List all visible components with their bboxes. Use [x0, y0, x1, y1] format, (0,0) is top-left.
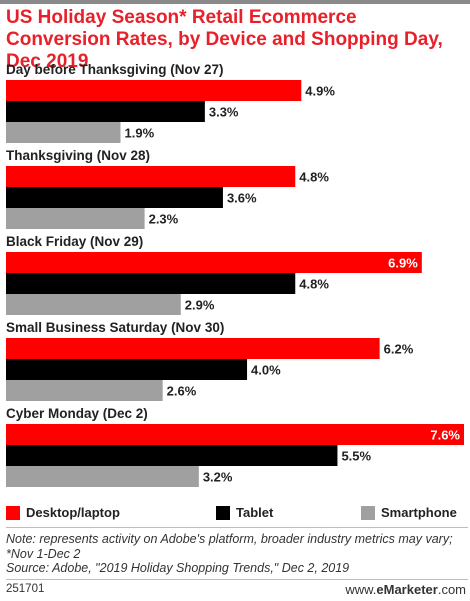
- bar-desktop-laptop: [6, 252, 422, 273]
- bar-smartphone: [6, 208, 145, 229]
- bar-desktop-laptop: [6, 338, 380, 359]
- category-label: Cyber Monday (Dec 2): [6, 406, 148, 421]
- value-label-smartphone: 2.3%: [149, 212, 179, 227]
- bar-tablet: [6, 359, 248, 380]
- bar-smartphone: [6, 122, 121, 143]
- footnote: Note: represents activity on Adobe's pla…: [6, 532, 453, 561]
- legend-swatch-tablet: [216, 505, 230, 520]
- bar-desktop-laptop: [6, 166, 296, 187]
- brand-name: eMarketer: [376, 582, 438, 597]
- legend-label-tablet: Tablet: [236, 505, 274, 520]
- value-label-desktop-laptop: 4.8%: [299, 170, 329, 185]
- bar-tablet: [6, 187, 223, 208]
- value-label-tablet: 4.0%: [251, 363, 281, 378]
- category-label: Day before Thanksgiving (Nov 27): [6, 62, 224, 77]
- legend-item-tablet: Tablet: [216, 505, 273, 520]
- legend: Desktop/laptop Tablet Smartphone: [6, 505, 466, 523]
- legend-label-smartphone: Smartphone: [381, 505, 457, 520]
- value-label-desktop-laptop: 6.9%: [388, 256, 418, 271]
- divider: [6, 527, 468, 528]
- value-label-desktop-laptop: 7.6%: [430, 428, 460, 443]
- value-label-tablet: 5.5%: [341, 449, 371, 464]
- footer: 251701 www.eMarketer.com: [6, 582, 466, 597]
- bar-smartphone: [6, 466, 199, 487]
- bar-chart: Day before Thanksgiving (Nov 27) 4.9% 3.3%…: [6, 62, 464, 487]
- brand-prefix: www.: [345, 582, 377, 597]
- value-label-desktop-laptop: 4.9%: [305, 84, 335, 99]
- top-rule: [0, 0, 470, 4]
- value-label-smartphone: 2.6%: [167, 384, 197, 399]
- notes: Note: represents activity on Adobe's pla…: [6, 532, 461, 576]
- chart-id: 251701: [6, 583, 45, 595]
- legend-swatch-desktop: [6, 505, 20, 520]
- category-label: Black Friday (Nov 29): [6, 234, 143, 249]
- bar-tablet: [6, 273, 296, 294]
- bar-desktop-laptop: [6, 424, 464, 445]
- bar-smartphone: [6, 380, 163, 401]
- value-label-tablet: 3.3%: [209, 105, 239, 120]
- bar-smartphone: [6, 294, 181, 315]
- value-label-smartphone: 3.2%: [203, 470, 233, 485]
- brand-link[interactable]: www.eMarketer.com: [345, 582, 466, 597]
- value-label-tablet: 3.6%: [227, 191, 257, 206]
- divider: [6, 579, 468, 580]
- chart-title: US Holiday Season* Retail Ecommerce Conv…: [6, 7, 443, 72]
- bar-desktop-laptop: [6, 80, 302, 101]
- legend-label-desktop: Desktop/laptop: [26, 505, 120, 520]
- value-label-tablet: 4.8%: [299, 277, 329, 292]
- category-label: Thanksgiving (Nov 28): [6, 148, 150, 163]
- bar-tablet: [6, 445, 338, 466]
- category-label: Small Business Saturday (Nov 30): [6, 320, 224, 335]
- brand-suffix: .com: [437, 582, 466, 597]
- bar-tablet: [6, 101, 205, 122]
- legend-swatch-smartphone: [361, 505, 375, 520]
- value-label-smartphone: 2.9%: [185, 298, 215, 313]
- value-label-desktop-laptop: 6.2%: [384, 342, 414, 357]
- legend-item-smartphone: Smartphone: [361, 505, 457, 520]
- source-note: Source: Adobe, "2019 Holiday Shopping Tr…: [6, 561, 350, 575]
- value-label-smartphone: 1.9%: [125, 126, 155, 141]
- legend-item-desktop: Desktop/laptop: [6, 505, 120, 520]
